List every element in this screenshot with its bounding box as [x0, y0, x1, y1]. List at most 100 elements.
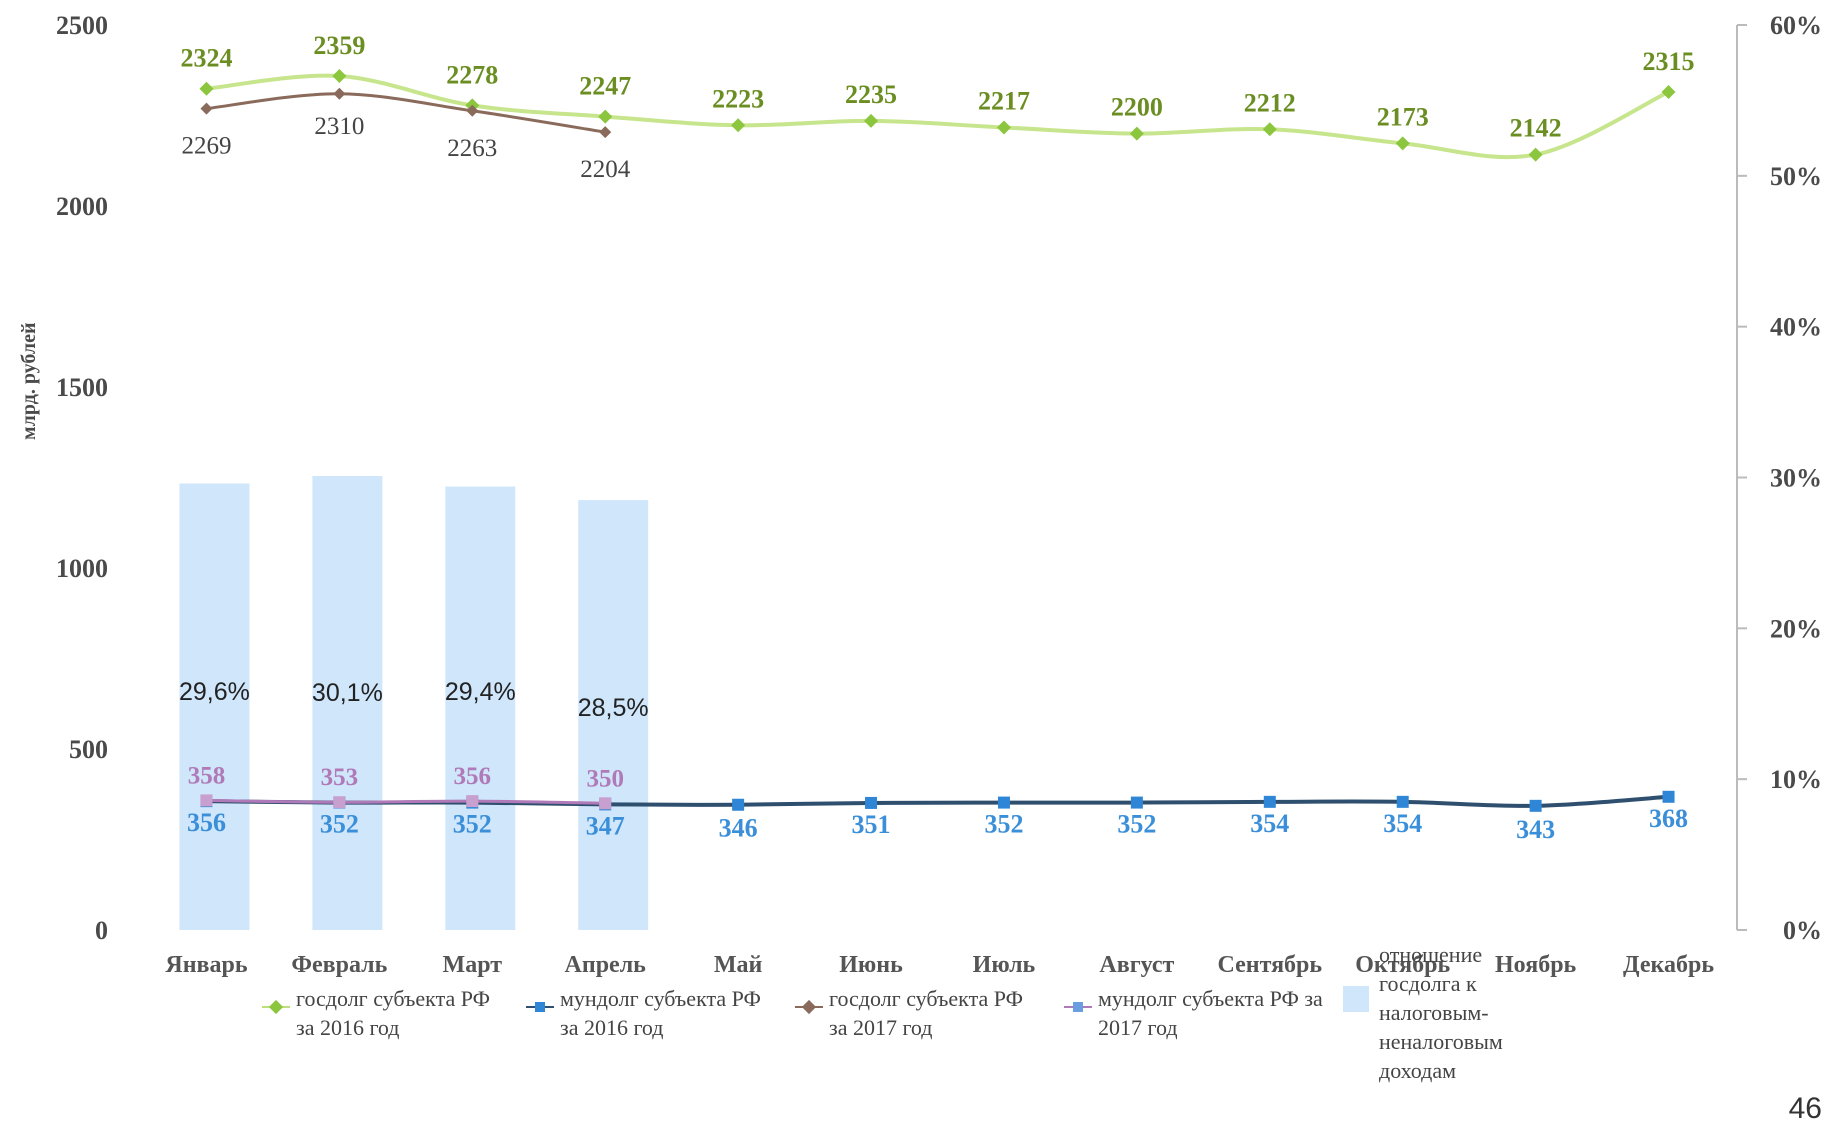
series-line-mun-2017	[206, 798, 606, 805]
data-label-mun-2016: 352	[320, 810, 359, 839]
point-mun-2016	[1529, 799, 1542, 812]
point-gos-2016	[1129, 126, 1144, 141]
x-tick-label: Октябрь	[1355, 952, 1450, 978]
x-tick-label: Апрель	[565, 952, 647, 978]
data-label-gos-2017: 2263	[447, 135, 497, 162]
y-tick-label: 2000	[56, 192, 108, 221]
data-label-mun-2017: 353	[321, 764, 359, 791]
data-label-mun-2017: 358	[188, 762, 226, 789]
point-mun-2016	[1130, 796, 1143, 809]
point-gos-2017	[333, 87, 346, 100]
legend-marker-mun-2017	[1064, 996, 1092, 1020]
point-gos-2016	[996, 120, 1011, 135]
legend: госдолг субъекта РФ за 2016 год мундолг …	[262, 942, 1559, 1085]
data-label-mun-2016: 343	[1516, 815, 1555, 844]
y2-tick-label: 40%	[1770, 313, 1822, 342]
data-label-mun-2016: 346	[719, 814, 758, 843]
point-mun-2017	[333, 796, 346, 809]
legend-label-gos-2017: госдолг субъекта РФ за 2017 год	[829, 986, 1023, 1040]
data-label-gos-2016: 2223	[712, 84, 764, 113]
y2-tick-label: 60%	[1770, 11, 1822, 40]
legend-marker-gos-2017	[795, 996, 823, 1020]
data-label-gos-2017: 2310	[314, 113, 364, 140]
point-mun-2016	[1396, 795, 1409, 808]
point-gos-2016	[1262, 122, 1277, 137]
data-label-mun-2016: 356	[187, 808, 226, 837]
data-label-mun-2016: 352	[1117, 810, 1156, 839]
data-label-mun-2016: 347	[586, 811, 625, 840]
legend-item-mun-2017: мундолг субъекта РФ за 2017 год	[1064, 984, 1323, 1085]
point-gos-2016	[731, 118, 746, 133]
data-label-mun-2016: 354	[1383, 809, 1422, 838]
data-label-gos-2016: 2200	[1111, 93, 1163, 122]
bar-ratio	[312, 475, 383, 930]
data-label-gos-2016: 2212	[1244, 88, 1296, 117]
y-tick-label: 2500	[56, 11, 108, 40]
y2-tick-label: 30%	[1770, 464, 1822, 493]
y-tick-label: 500	[69, 735, 108, 764]
point-mun-2016	[997, 796, 1010, 809]
series-lines	[199, 69, 1676, 812]
legend-marker-gos-2016	[262, 996, 290, 1020]
data-labels: 29,6% 30,1% 29,4% 28,5% 2324 2359 2278 2247 2223…	[179, 31, 1695, 844]
data-label-mun-2016: 354	[1250, 809, 1289, 838]
x-tick-label: Февраль	[291, 952, 387, 978]
point-mun-2016	[865, 796, 878, 809]
x-tick-label: Июнь	[839, 952, 903, 978]
data-label-mun-2016: 368	[1649, 804, 1688, 833]
point-mun-2016	[1662, 790, 1675, 803]
data-label-gos-2017: 2204	[580, 156, 631, 183]
point-mun-2017	[466, 795, 479, 808]
legend-swatch-ratio	[1343, 986, 1369, 1012]
x-tick-label: Сентябрь	[1217, 952, 1322, 978]
data-label-gos-2016: 2142	[1510, 114, 1562, 143]
data-label-gos-2016: 2235	[845, 80, 897, 109]
point-mun-2017	[200, 794, 213, 807]
legend-label-mun-2017: мундолг субъекта РФ за 2017 год	[1098, 986, 1323, 1040]
data-label-mun-2016: 351	[852, 810, 891, 839]
y2-tick-label: 10%	[1770, 765, 1822, 794]
axes: млрд. рублей 0 500 1000 1500 2000 2500 0% 10% 20…	[18, 11, 1822, 978]
data-label-mun-2016: 352	[453, 810, 492, 839]
bar-ratio	[445, 486, 516, 930]
data-label-gos-2016: 2315	[1643, 47, 1695, 76]
page-number: 46	[1788, 1092, 1822, 1125]
legend-label-gos-2016: госдолг субъекта РФ за 2016 год	[296, 986, 490, 1040]
x-tick-label: Май	[714, 952, 763, 978]
data-label-ratio: 29,4%	[445, 678, 516, 706]
data-label-ratio: 29,6%	[179, 678, 250, 706]
point-mun-2017	[599, 797, 612, 810]
data-label-mun-2016: 352	[984, 810, 1023, 839]
point-mun-2016	[732, 798, 745, 811]
x-tick-label: Ноябрь	[1495, 952, 1577, 978]
data-label-gos-2016: 2217	[978, 86, 1030, 115]
point-mun-2016	[1263, 795, 1276, 808]
point-gos-2016	[1661, 84, 1676, 99]
y2-tick-label: 0%	[1783, 916, 1822, 945]
legend-item-gos-2017: госдолг субъекта РФ за 2017 год	[795, 984, 1044, 1085]
point-gos-2017	[200, 102, 213, 115]
data-label-ratio: 30,1%	[312, 679, 383, 707]
point-gos-2016	[332, 69, 347, 84]
data-label-mun-2017: 350	[586, 765, 624, 792]
bar-ratio	[179, 483, 250, 930]
data-label-mun-2017: 356	[454, 763, 492, 790]
point-gos-2017	[599, 126, 612, 139]
point-gos-2016	[598, 109, 613, 124]
x-tick-label: Декабрь	[1623, 952, 1714, 978]
point-gos-2016	[864, 113, 879, 128]
series-line-gos-2016	[206, 73, 1670, 160]
legend-item-ratio: отношение госдолга к налоговым-неналогов…	[1343, 940, 1559, 1085]
data-label-gos-2016: 2278	[446, 60, 498, 89]
data-label-ratio: 28,5%	[578, 694, 649, 722]
x-tick-label: Январь	[165, 952, 247, 978]
data-label-gos-2016: 2173	[1377, 102, 1429, 131]
legend-item-gos-2016: госдолг субъекта РФ за 2016 год	[262, 984, 506, 1085]
bar-ratio	[578, 500, 649, 930]
point-gos-2016	[1528, 147, 1543, 162]
y-tick-label: 1000	[56, 554, 108, 583]
x-tick-label: Август	[1099, 952, 1174, 978]
data-label-gos-2016: 2359	[313, 31, 365, 60]
y2-tick-label: 20%	[1770, 614, 1822, 643]
y2-tick-label: 50%	[1770, 162, 1822, 191]
